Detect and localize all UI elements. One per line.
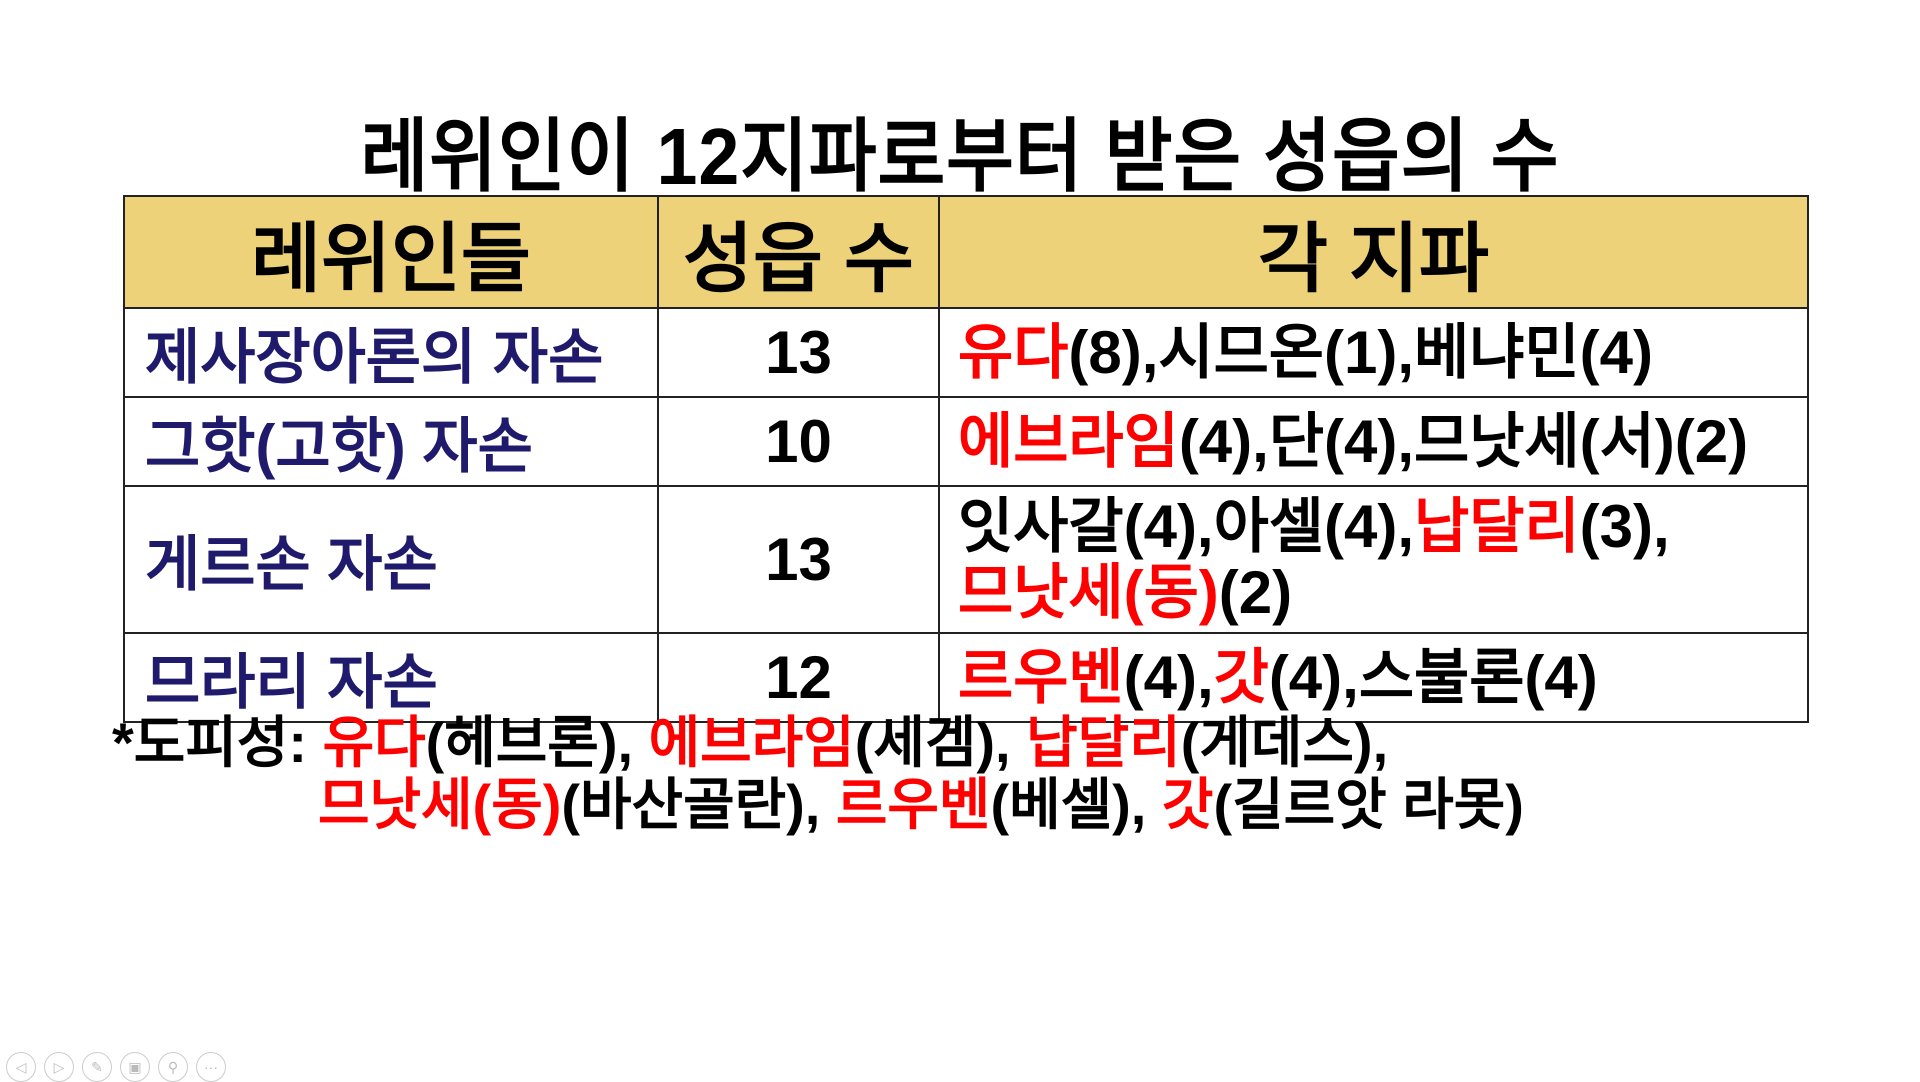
zoom-icon[interactable]: ⚲: [158, 1052, 188, 1082]
text-segment: (베셀),: [990, 773, 1162, 836]
tribes-cell: 잇사갈(4),아셀(4),납달리(3), 므낫세(동)(2): [938, 485, 1809, 634]
pen-icon[interactable]: ✎: [82, 1052, 112, 1082]
highlighted-tribe: 납달리: [1414, 492, 1580, 560]
text-segment: (세겜),: [854, 711, 1027, 774]
city-count: 13: [657, 485, 940, 634]
highlighted-tribe: 르우벤: [958, 643, 1124, 711]
highlighted-tribe: 르우벤: [835, 773, 991, 836]
header-city-count: 성읍 수: [657, 195, 940, 309]
text-segment: (8),시므온(1),베냐민(4): [1068, 318, 1653, 386]
table-header-row: 레위인들 성읍 수 각 지파: [123, 195, 1809, 309]
text-segment: (헤브론),: [425, 711, 649, 774]
highlighted-tribe: 유다: [322, 711, 426, 774]
highlighted-tribe: 에브라임: [648, 711, 855, 774]
text-segment: (4),스불론(4): [1268, 643, 1598, 711]
highlighted-tribe: 므낫세(동): [958, 558, 1219, 626]
table-row: 게르손 자손 13 잇사갈(4),아셀(4),납달리(3), 므낫세(동)(2): [123, 485, 1809, 634]
city-count: 10: [657, 396, 940, 487]
text-segment: (바산골란),: [561, 773, 836, 836]
levite-group: 제사장아론의 자손: [123, 307, 659, 398]
tribes-cell: 에브라임(4),단(4),므낫세(서)(2): [938, 396, 1809, 487]
highlighted-tribe: 갓: [1213, 643, 1269, 711]
header-levites: 레위인들: [123, 195, 659, 309]
table-row: 제사장아론의 자손 13 유다(8),시므온(1),베냐민(4): [123, 307, 1809, 398]
slide-title: 레위인이 12지파로부터 받은 성읍의 수: [360, 112, 1560, 201]
text-segment: (길르앗 라못): [1213, 773, 1524, 836]
slides-icon[interactable]: ▣: [120, 1052, 150, 1082]
tribes-cell: 르우벤(4),갓(4),스불론(4): [938, 632, 1809, 723]
text-segment: (게데스),: [1180, 711, 1389, 774]
text-segment: (3),: [1579, 492, 1670, 560]
table-row: 그핫(고핫) 자손 10 에브라임(4),단(4),므낫세(서)(2): [123, 396, 1809, 487]
more-icon[interactable]: ···: [196, 1052, 226, 1082]
header-tribes: 각 지파: [938, 195, 1809, 309]
highlighted-tribe: 유다: [958, 318, 1069, 386]
city-count: 12: [657, 632, 940, 723]
highlighted-tribe: 갓: [1161, 773, 1214, 836]
text-segment: *도피성:: [112, 711, 323, 774]
previous-icon[interactable]: ◁: [6, 1052, 36, 1082]
levite-group: 그핫(고핫) 자손: [123, 396, 659, 487]
slide-nav-toolbar: ◁ ▷ ✎ ▣ ⚲ ···: [6, 1052, 226, 1082]
text-segment: 잇사갈(4),아셀(4),: [958, 492, 1414, 560]
highlighted-tribe: 에브라임: [958, 407, 1179, 475]
table-row: 므라리 자손 12 르우벤(4),갓(4),스불론(4): [123, 632, 1809, 723]
refuge-cities-note: *도피성: 유다(헤브론), 에브라임(세겜), 납달리(게데스), 므낫세(동…: [112, 712, 1524, 836]
note-line-2: 므낫세(동)(바산골란), 르우벤(베셀), 갓(길르앗 라못): [112, 774, 1524, 836]
tribes-cell: 유다(8),시므온(1),베냐민(4): [938, 307, 1809, 398]
levite-group: 게르손 자손: [123, 485, 659, 634]
note-line-1: *도피성: 유다(헤브론), 에브라임(세겜), 납달리(게데스),: [112, 712, 1524, 774]
text-segment: (4),: [1123, 643, 1214, 711]
levite-cities-table: 레위인들 성읍 수 각 지파 제사장아론의 자손 13 유다(8),시므온(1),베…: [123, 195, 1809, 723]
city-count: 13: [657, 307, 940, 398]
next-icon[interactable]: ▷: [44, 1052, 74, 1082]
highlighted-tribe: 므낫세(동): [318, 773, 562, 836]
text-segment: (4),단(4),므낫세(서)(2): [1178, 407, 1749, 475]
highlighted-tribe: 납달리: [1026, 711, 1181, 774]
levite-group: 므라리 자손: [123, 632, 659, 723]
text-segment: (2): [1218, 558, 1293, 626]
